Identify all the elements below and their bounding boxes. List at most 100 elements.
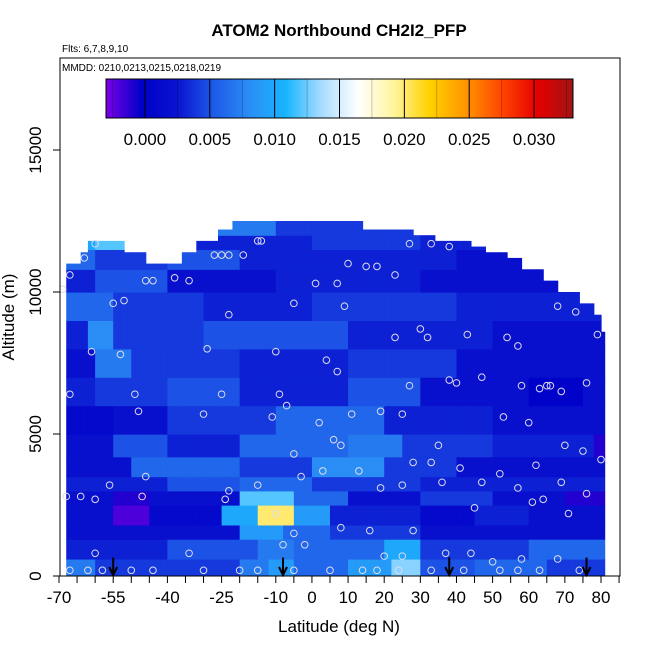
heatmap-cell	[601, 505, 606, 526]
heatmap-cell	[283, 292, 291, 321]
heatmap-cell	[113, 405, 122, 435]
heatmap-cell	[156, 320, 165, 350]
heatmap-cell	[579, 456, 588, 478]
heatmap-cell	[116, 240, 125, 250]
sample-point	[116, 350, 125, 359]
heatmap-cell	[463, 405, 472, 435]
sample-point	[84, 566, 92, 575]
heatmap-cell	[319, 235, 327, 250]
heatmap-cell	[525, 558, 533, 576]
heatmap-cell	[319, 292, 327, 321]
heatmap-cell	[463, 240, 472, 250]
heatmap-cell	[156, 434, 165, 458]
heatmap-cell	[391, 558, 400, 576]
heatmap-cell	[246, 377, 255, 407]
heatmap-cell	[601, 434, 606, 458]
sample-point	[329, 435, 338, 444]
heatmap-cell	[413, 348, 421, 378]
heatmap-cell	[196, 405, 205, 435]
heatmap-cell	[539, 558, 548, 576]
heatmap-cell	[456, 240, 465, 250]
heatmap-cell	[199, 320, 205, 350]
heatmap-cell	[423, 434, 432, 458]
heatmap-cell	[113, 505, 122, 526]
heatmap-cell	[311, 348, 320, 378]
heatmap-cell	[124, 524, 132, 540]
heatmap-cell	[434, 269, 443, 293]
heatmap-cell	[434, 240, 443, 250]
heatmap-cell	[586, 524, 595, 540]
heatmap-cell	[442, 348, 450, 378]
heatmap-cell	[203, 292, 212, 321]
heatmap-cell	[420, 558, 429, 576]
heatmap-cell	[572, 539, 580, 560]
sample-point	[199, 566, 208, 575]
sample-point	[66, 271, 74, 279]
heatmap-cell	[152, 269, 161, 293]
heatmap-cell	[445, 434, 454, 458]
heatmap-cell	[73, 292, 82, 321]
heatmap-cell	[456, 320, 465, 350]
heatmap-cell	[297, 377, 306, 407]
heatmap-cell	[134, 434, 143, 458]
sample-points-layer	[60, 237, 605, 575]
heatmap-cell	[528, 292, 537, 321]
heatmap-cell	[145, 476, 154, 492]
heatmap-cell	[203, 240, 212, 250]
heatmap-cell	[152, 456, 161, 478]
sample-point	[91, 239, 99, 248]
heatmap-cell	[73, 348, 82, 378]
heatmap-cell	[87, 269, 96, 293]
sample-point	[441, 549, 450, 558]
heatmap-cell	[413, 490, 421, 506]
heatmap-cell	[217, 320, 226, 350]
heatmap-cell	[405, 558, 414, 576]
heatmap-cell	[557, 490, 566, 506]
heatmap-cell	[210, 434, 219, 458]
heatmap-cell	[120, 505, 129, 526]
sample-point	[575, 566, 584, 575]
heatmap-cell	[557, 320, 566, 350]
heatmap-cell	[348, 434, 356, 458]
heatmap-cell	[416, 505, 421, 526]
sample-point	[438, 478, 446, 487]
heatmap-cell	[427, 476, 436, 492]
heatmap-cell	[127, 405, 136, 435]
heatmap-cell	[80, 377, 89, 407]
heatmap-cell	[217, 229, 226, 236]
sample-point	[477, 373, 486, 382]
sample-point	[80, 254, 89, 262]
heatmap-cell	[66, 456, 75, 478]
heatmap-cell	[601, 348, 606, 378]
heatmap-cell	[409, 434, 418, 458]
heatmap-cell	[499, 269, 508, 293]
heatmap-cell	[348, 476, 356, 492]
heatmap-cell	[189, 524, 197, 540]
heatmap-cell	[369, 558, 378, 576]
heatmap-cell	[543, 434, 552, 458]
heatmap-cell	[232, 434, 241, 458]
heatmap-cell	[330, 539, 338, 560]
sample-point	[362, 262, 370, 271]
heatmap-cell	[217, 524, 226, 540]
heatmap-cell	[95, 269, 103, 293]
heatmap-cell	[376, 320, 385, 350]
heatmap-cell	[416, 524, 421, 540]
colorbar-tick-label: 0.000	[124, 130, 167, 149]
heatmap-cell	[593, 320, 602, 350]
colorbar: 0.000 0.005 0.010 0.015 0.020 0.025 0.030	[105, 78, 574, 149]
heatmap-cell	[543, 505, 552, 526]
heatmap-cell	[272, 505, 281, 526]
sample-point	[557, 478, 566, 487]
heatmap-cell	[499, 320, 508, 350]
heatmap-cell	[355, 490, 364, 506]
heatmap-cell	[340, 476, 349, 492]
sample-point	[445, 242, 454, 251]
heatmap-cell	[398, 292, 407, 321]
heatmap-cell	[196, 539, 205, 560]
heatmap-cell	[492, 476, 501, 492]
sample-point	[98, 566, 107, 575]
heatmap-cell	[579, 377, 584, 407]
heatmap-cell	[87, 456, 96, 478]
heatmap-cell	[297, 456, 306, 478]
